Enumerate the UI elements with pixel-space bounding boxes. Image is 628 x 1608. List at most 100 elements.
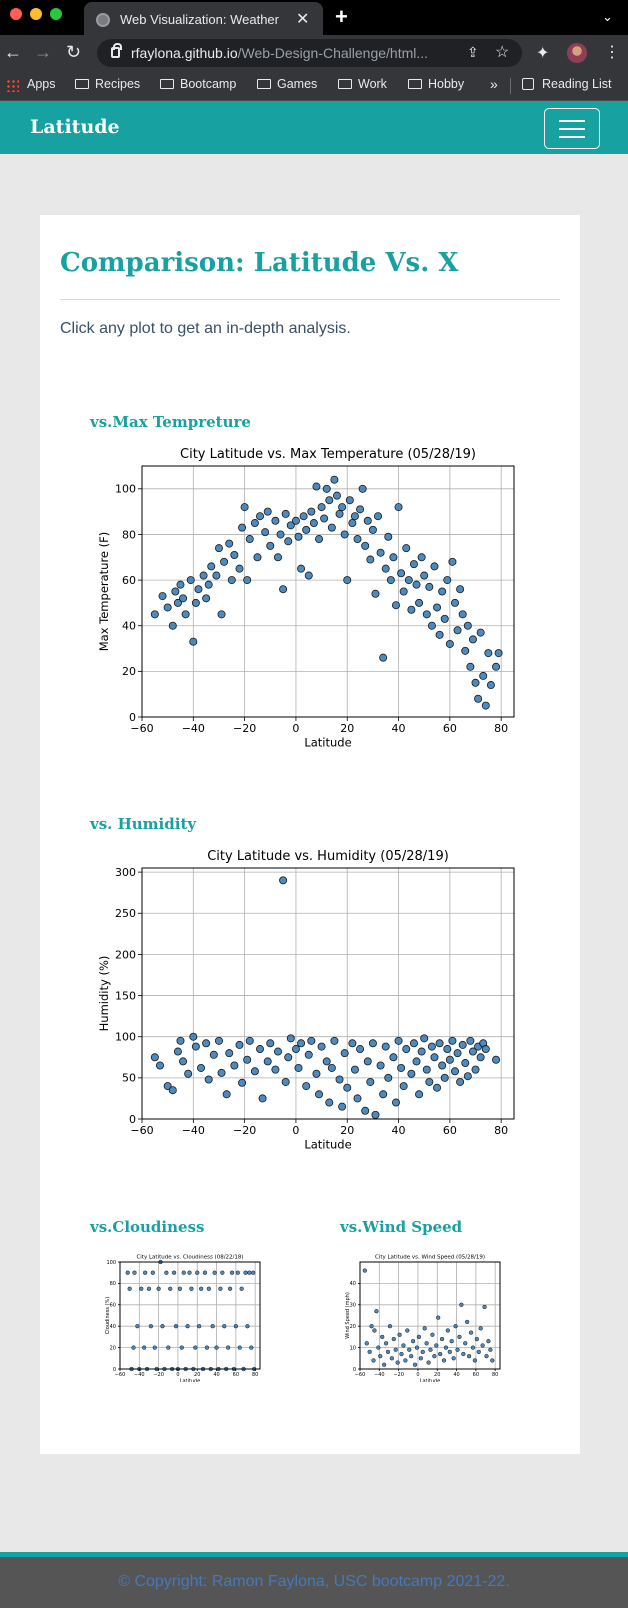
data-point	[362, 1268, 367, 1273]
share-icon[interactable]: ⇪	[467, 44, 479, 60]
x-tick-label: 80	[252, 1372, 258, 1378]
chart-title: City Latitude vs. Humidity (05/28/19)	[207, 850, 449, 864]
reading-list-button[interactable]: Reading List	[522, 77, 612, 91]
data-point	[343, 1083, 352, 1092]
bookmark-apps[interactable]: Apps	[27, 77, 56, 91]
data-point	[243, 1055, 252, 1064]
y-tick-label: 80	[110, 1281, 116, 1287]
data-point	[424, 1341, 429, 1346]
data-point	[368, 1039, 377, 1048]
plot-frame	[141, 465, 515, 718]
data-point	[302, 525, 311, 534]
x-axis-label: Latitude	[304, 1137, 351, 1151]
minimize-window-button[interactable]	[30, 8, 42, 20]
x-tick-label: 20	[434, 1372, 440, 1378]
data-point	[410, 1339, 416, 1344]
data-point	[376, 1345, 381, 1350]
data-point	[239, 1286, 244, 1291]
data-point	[171, 587, 180, 596]
data-point	[202, 594, 211, 603]
data-point	[430, 1332, 435, 1337]
maximize-window-button[interactable]	[50, 8, 62, 20]
url-text[interactable]: rfaylona.github.io/Web-Design-Challenge/…	[131, 45, 429, 61]
data-point	[463, 1341, 468, 1346]
folder-icon	[257, 79, 271, 89]
data-point	[202, 1270, 208, 1275]
lock-icon[interactable]	[111, 43, 122, 58]
back-arrow-icon[interactable]: ←	[4, 42, 22, 62]
data-point	[187, 1270, 192, 1275]
data-point	[476, 1053, 485, 1062]
data-point	[443, 1345, 449, 1350]
max-temp-plot[interactable]: −60 −40 −20 0 20 40 60 80 0 20 40 60 80 100 City Latit…	[98, 448, 534, 766]
forward-arrow-icon[interactable]: →	[34, 42, 52, 62]
data-point	[471, 1065, 480, 1074]
bookmark-bootcamp[interactable]: Bootcamp	[160, 77, 236, 91]
x-tick-label: 40	[392, 722, 406, 735]
data-point	[304, 1050, 313, 1059]
y-tick-label: 0	[113, 1367, 116, 1373]
section-title-wind-speed[interactable]: vs.Wind Speed	[340, 1218, 463, 1236]
x-tick-label: 0	[292, 722, 299, 735]
data-point	[168, 1286, 173, 1291]
data-point	[210, 1324, 215, 1329]
navbar-brand[interactable]: Latitude	[30, 116, 120, 138]
bookmarks-overflow-button[interactable]: »	[490, 76, 498, 92]
data-point	[430, 562, 439, 571]
data-point	[253, 553, 262, 562]
bookmark-hobby[interactable]: Hobby	[408, 77, 464, 91]
bookmark-star-icon[interactable]: ☆	[495, 44, 510, 61]
data-point	[403, 1358, 408, 1363]
data-point	[445, 1328, 451, 1333]
data-point	[258, 1094, 267, 1103]
data-point	[146, 1286, 152, 1291]
data-point	[202, 1039, 211, 1048]
wind-speed-plot[interactable]: −60 −40 −20 0 20 40 60 80 0 10 20 30 40 City Latitude…	[345, 1252, 505, 1382]
data-point	[209, 1050, 218, 1059]
data-point	[238, 523, 247, 532]
cloudiness-plot[interactable]: −60 −40 −20 0 20 40 60 80 0 20 40 60 80 100 City Latit…	[105, 1252, 265, 1382]
data-point	[453, 626, 462, 635]
data-point	[245, 1036, 254, 1045]
data-point	[168, 1086, 177, 1095]
data-point	[451, 1356, 456, 1361]
data-point	[438, 587, 447, 596]
bookmark-games[interactable]: Games	[257, 77, 317, 91]
data-point	[427, 1042, 436, 1051]
data-point	[393, 1347, 398, 1352]
data-point	[407, 1347, 412, 1352]
data-point	[356, 1045, 365, 1054]
chart-title: City Latitude vs. Cloudiness (08/22/18)	[136, 1255, 243, 1261]
section-title-max-temp[interactable]: vs.Max Tempreture	[90, 413, 251, 431]
data-point	[428, 1347, 433, 1352]
reload-icon[interactable]: ↻	[66, 42, 82, 62]
x-tick-label: −40	[374, 1372, 385, 1378]
data-point	[366, 1077, 375, 1086]
y-axis-label: Cloudiness (%)	[105, 1297, 111, 1334]
data-point	[450, 598, 459, 607]
y-tick-label: 100	[106, 1260, 116, 1266]
extensions-puzzle-icon[interactable]: ✦	[536, 45, 550, 62]
apps-grid-icon[interactable]	[6, 79, 19, 92]
data-point	[325, 496, 334, 505]
browser-tab[interactable]: Web Visualization: Weather ✕	[84, 2, 323, 35]
humidity-plot[interactable]: −60 −40 −20 0 20 40 60 80 0 50 100 150 200 250 300 City…	[98, 850, 534, 1168]
close-tab-icon[interactable]: ✕	[296, 11, 310, 28]
address-bar[interactable]: rfaylona.github.io/Web-Design-Challenge/…	[97, 39, 522, 67]
more-options-icon[interactable]: ⋮	[604, 44, 620, 61]
profile-avatar[interactable]	[567, 43, 587, 63]
y-axis-label: Max Temperature (F)	[98, 532, 111, 652]
data-point	[168, 621, 177, 630]
menu-toggle-button[interactable]	[544, 108, 600, 149]
tab-search-chevron-icon[interactable]: ⌄	[602, 9, 613, 24]
section-title-humidity[interactable]: vs. Humidity	[90, 815, 197, 833]
data-point	[395, 1360, 400, 1365]
bookmark-recipes[interactable]: Recipes	[75, 77, 140, 91]
x-axis-label: Latitude	[180, 1379, 201, 1383]
close-window-button[interactable]	[10, 8, 22, 20]
x-tick-label: 20	[340, 1124, 354, 1137]
x-tick-label: 0	[176, 1372, 179, 1378]
bookmark-work[interactable]: Work	[338, 77, 387, 91]
section-title-cloudiness[interactable]: vs.Cloudiness	[90, 1218, 205, 1236]
new-tab-button[interactable]: +	[335, 4, 348, 29]
